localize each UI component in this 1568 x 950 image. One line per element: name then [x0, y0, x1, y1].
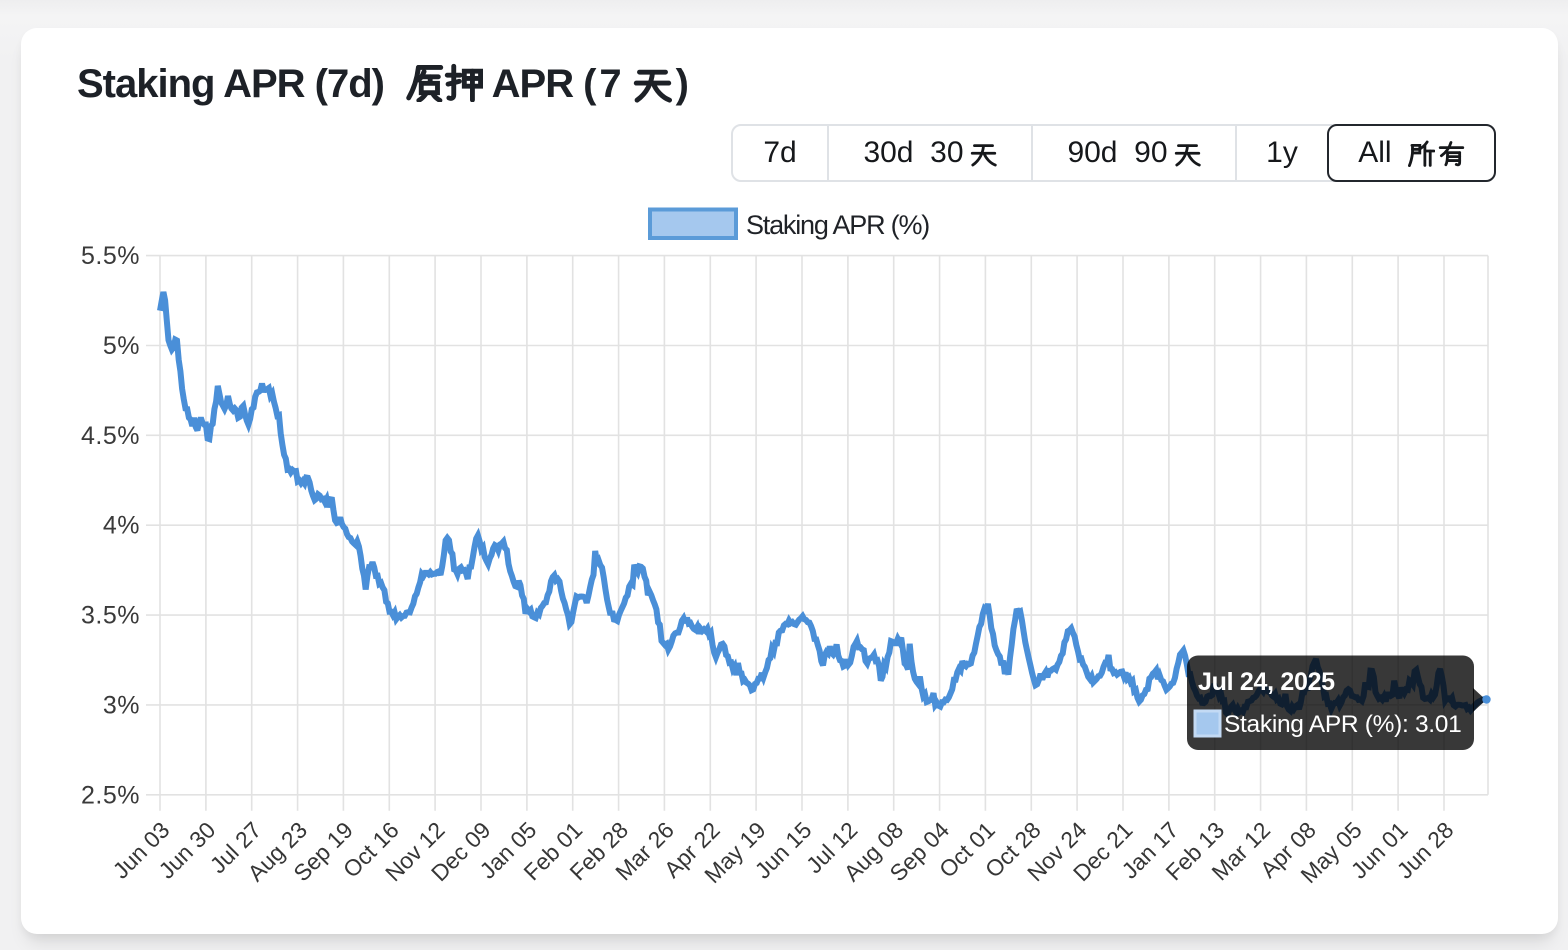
svg-text:3.5%: 3.5% [81, 602, 140, 630]
svg-text:5%: 5% [103, 332, 140, 360]
svg-text:Staking APR (%): Staking APR (%) [746, 210, 929, 240]
svg-text:4%: 4% [103, 512, 140, 540]
svg-text:Jul 24, 2025: Jul 24, 2025 [1198, 668, 1335, 696]
svg-text:4.5%: 4.5% [81, 422, 140, 450]
svg-text:Staking APR (%): 3.01: Staking APR (%): 3.01 [1224, 711, 1461, 738]
svg-text:3%: 3% [103, 691, 140, 719]
svg-text:5.5%: 5.5% [81, 242, 140, 270]
svg-text:2.5%: 2.5% [81, 781, 140, 809]
